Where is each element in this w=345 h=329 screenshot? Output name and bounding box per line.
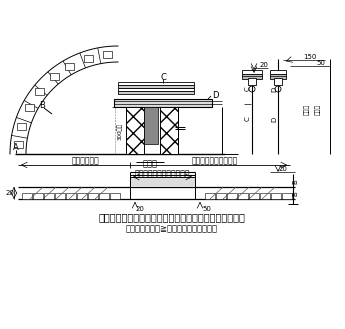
Text: B: B xyxy=(292,191,298,196)
Bar xyxy=(260,193,270,199)
Text: C: C xyxy=(245,116,251,121)
Text: 50: 50 xyxy=(203,206,211,212)
Bar xyxy=(118,88,194,91)
Text: B: B xyxy=(292,180,298,184)
Bar xyxy=(114,99,212,107)
Text: すりつけ部歩道一般部: すりつけ部歩道一般部 xyxy=(192,157,238,165)
Bar xyxy=(216,193,226,199)
Bar xyxy=(65,63,74,70)
Text: 300程度: 300程度 xyxy=(117,123,123,140)
Text: 図　１－３－５　（ｉｉ）植樹帯等路上施設がある場合: 図 １－３－５ （ｉｉ）植樹帯等路上施設がある場合 xyxy=(99,212,245,222)
Text: （原則としてＷ≧　４．００ｍに適用）: （原則としてＷ≧ ４．００ｍに適用） xyxy=(126,224,218,234)
Text: 20: 20 xyxy=(136,206,145,212)
Bar xyxy=(270,70,286,74)
Text: 歩道橋: 歩道橋 xyxy=(304,103,310,114)
Text: 150: 150 xyxy=(303,54,317,60)
Bar xyxy=(270,74,286,79)
Text: 50: 50 xyxy=(317,60,325,66)
Bar xyxy=(99,193,109,199)
Bar xyxy=(50,73,59,81)
Text: 20: 20 xyxy=(259,62,268,68)
Bar xyxy=(110,193,120,199)
Bar xyxy=(18,123,27,130)
Text: D: D xyxy=(271,87,277,91)
Text: 横断歩道幅　Ｌ＝１．５０: 横断歩道幅 Ｌ＝１．５０ xyxy=(134,169,190,179)
Bar xyxy=(84,55,93,62)
Bar xyxy=(55,193,65,199)
Bar xyxy=(25,104,34,111)
Bar xyxy=(271,193,281,199)
Text: D: D xyxy=(271,116,277,122)
Text: 歩道切下げ部: 歩道切下げ部 xyxy=(71,157,99,165)
Bar xyxy=(205,193,215,199)
Bar xyxy=(242,74,262,79)
Text: 歩道幅: 歩道幅 xyxy=(315,103,321,114)
Bar xyxy=(126,107,144,154)
Bar xyxy=(36,88,45,95)
Bar xyxy=(144,107,158,144)
Bar xyxy=(118,91,194,94)
Bar xyxy=(88,193,98,199)
Bar xyxy=(274,78,282,85)
Bar xyxy=(118,82,194,85)
Text: C: C xyxy=(245,87,251,91)
Bar xyxy=(160,107,178,154)
Bar xyxy=(22,193,32,199)
Text: B: B xyxy=(39,102,45,111)
Bar xyxy=(33,193,43,199)
Bar xyxy=(227,193,237,199)
Bar xyxy=(102,51,111,58)
Text: 20: 20 xyxy=(278,166,287,172)
Bar xyxy=(242,70,262,74)
Bar xyxy=(66,193,76,199)
Bar xyxy=(44,193,54,199)
Text: D: D xyxy=(212,91,218,100)
Text: 20: 20 xyxy=(6,190,14,196)
Bar xyxy=(130,177,195,187)
Bar xyxy=(77,193,87,199)
Bar xyxy=(282,193,292,199)
Bar xyxy=(238,193,248,199)
Bar xyxy=(249,193,259,199)
Text: Ａ－Ａ: Ａ－Ａ xyxy=(142,160,158,168)
Text: A: A xyxy=(13,142,19,151)
Bar xyxy=(248,78,256,85)
Bar xyxy=(14,141,23,148)
Bar xyxy=(118,85,194,88)
Text: C: C xyxy=(160,72,166,82)
